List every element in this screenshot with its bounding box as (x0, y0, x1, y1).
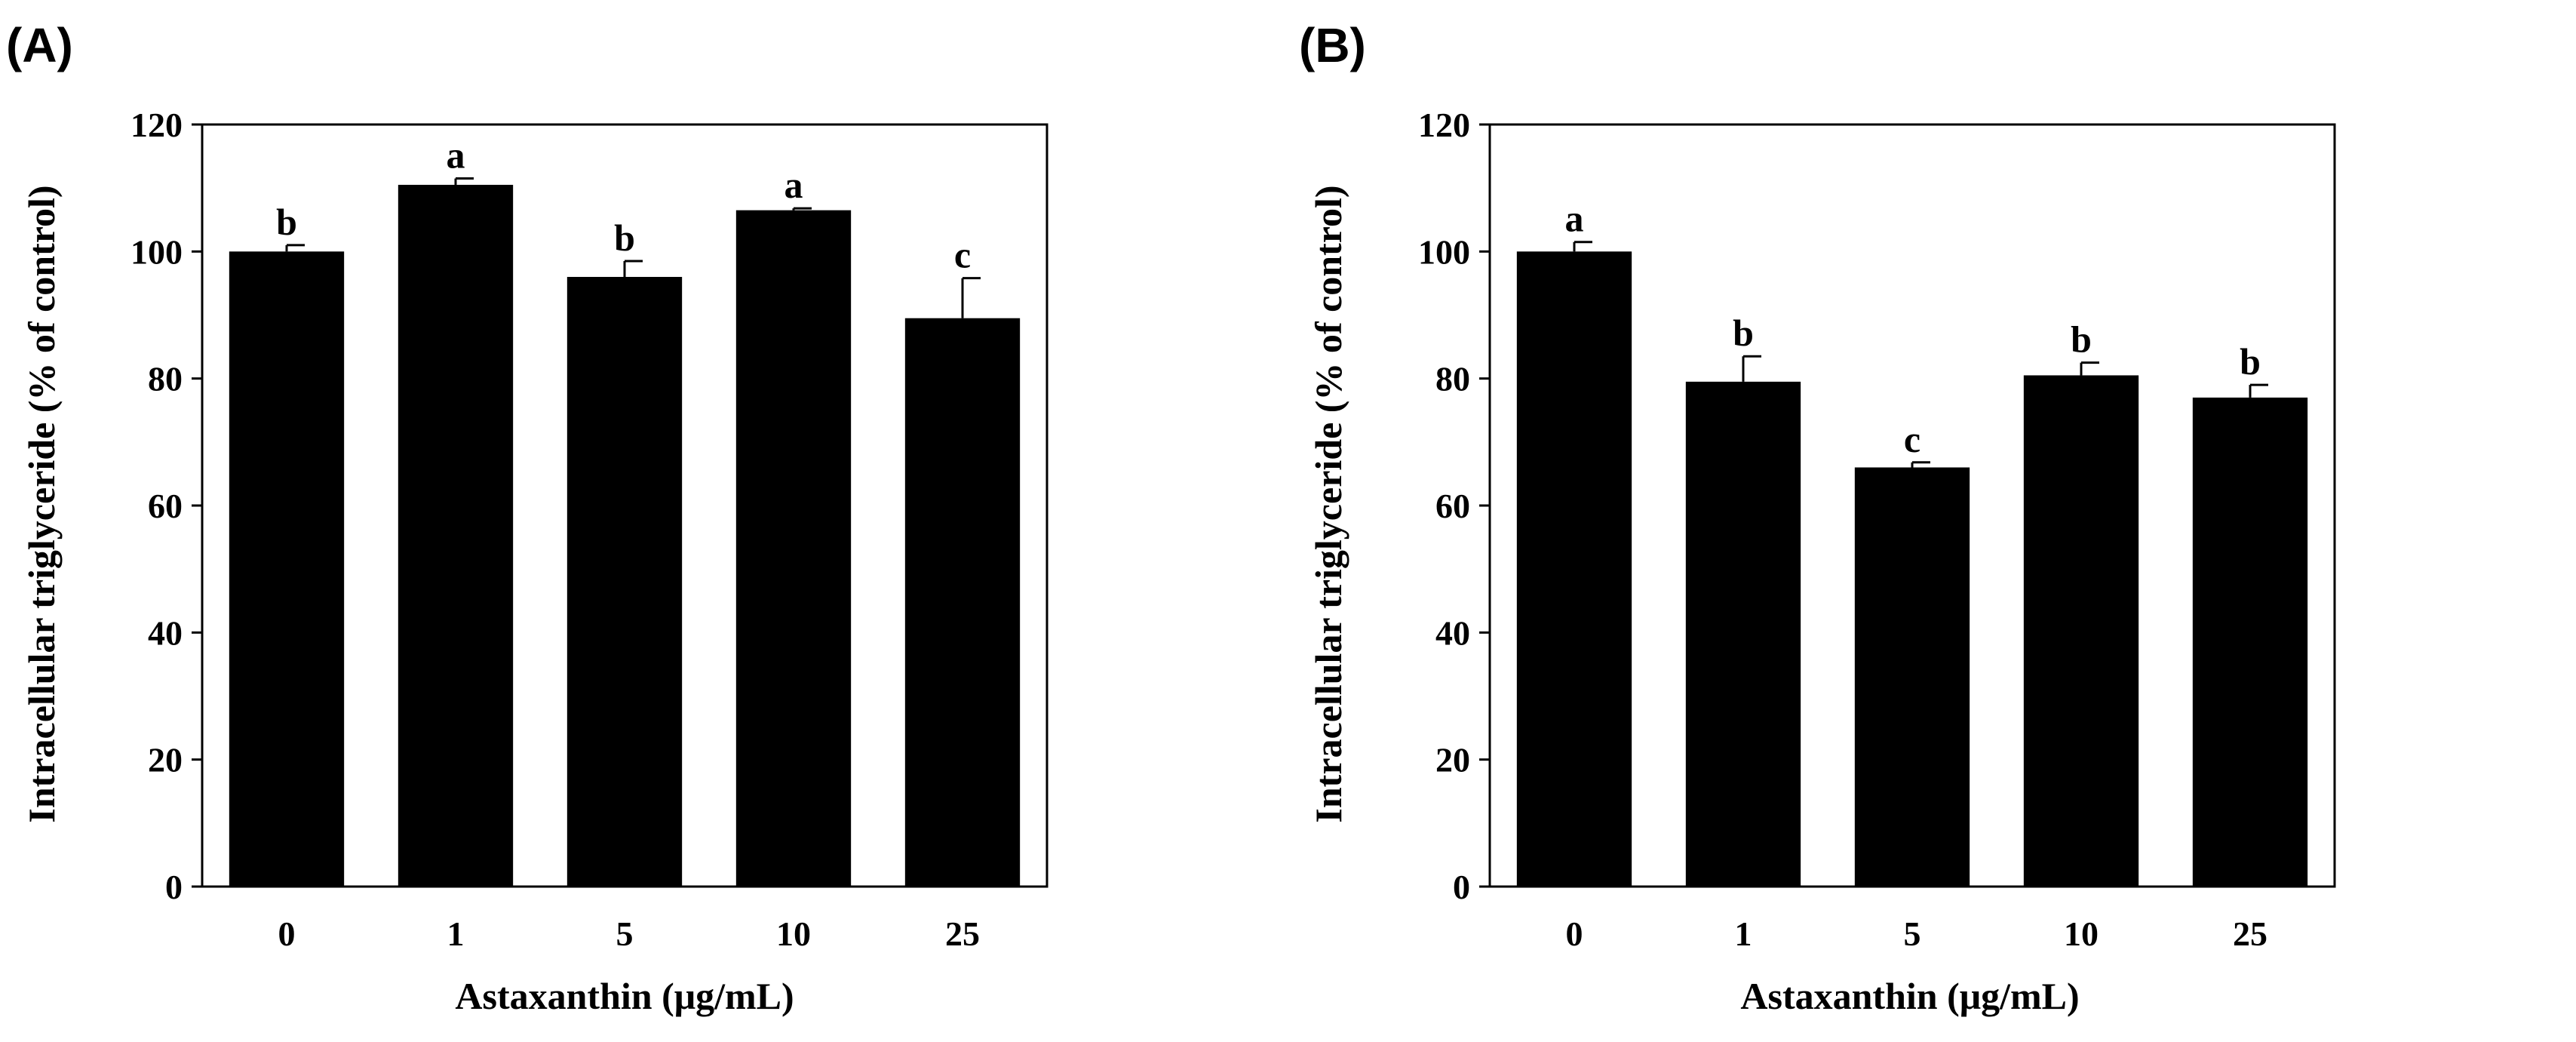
x-tick-label: 5 (616, 914, 634, 953)
significance-label: a (1565, 198, 1584, 240)
significance-label: b (276, 201, 297, 243)
bar (2192, 397, 2308, 887)
significance-label: a (447, 134, 465, 177)
bar (2023, 375, 2139, 887)
significance-label: b (1733, 312, 1754, 354)
x-tick-label: 1 (447, 914, 465, 953)
plot-area: 0 20 40 60 80 100 120 a 0 b 1 c 5 b 10 b 25 (1418, 106, 2336, 953)
x-tick-label: 25 (2233, 914, 2267, 953)
significance-label: c (1904, 418, 1920, 460)
y-tick-label: 20 (148, 741, 183, 779)
bar (1516, 251, 1632, 887)
chart-panel-b: (B) Intracellular triglyceride (% of con… (1299, 18, 2336, 1017)
y-tick-label: 120 (130, 106, 183, 144)
x-tick-label: 0 (1566, 914, 1583, 953)
bar (398, 184, 514, 887)
bar (904, 318, 1021, 887)
significance-label: b (614, 217, 635, 259)
y-tick-label: 80 (1435, 360, 1470, 398)
bar (735, 210, 852, 887)
y-axis-title: Intracellular triglyceride (% of control… (1307, 185, 1349, 822)
y-axis-title: Intracellular triglyceride (% of control… (20, 185, 63, 822)
x-tick-label: 10 (2064, 914, 2099, 953)
chart-panel-a: (A) Intracellular triglyceride (% of con… (6, 18, 1049, 1017)
significance-label: a (784, 164, 803, 206)
bar (1854, 467, 1970, 887)
bar (566, 277, 683, 887)
x-tick-label: 5 (1904, 914, 1921, 953)
y-tick-label: 120 (1418, 106, 1470, 144)
significance-label: b (2240, 340, 2261, 383)
panel-label: (A) (6, 18, 73, 72)
y-tick-label: 40 (1435, 613, 1470, 652)
y-tick-label: 0 (165, 868, 183, 906)
x-axis-title: Astaxanthin (μg/mL) (455, 975, 794, 1017)
x-tick-label: 0 (278, 914, 296, 953)
x-tick-label: 1 (1735, 914, 1752, 953)
y-tick-label: 0 (1453, 868, 1470, 906)
y-tick-label: 60 (148, 487, 183, 525)
x-tick-label: 10 (776, 914, 811, 953)
bar (229, 251, 345, 887)
y-tick-label: 80 (148, 360, 183, 398)
y-tick-label: 60 (1435, 487, 1470, 525)
bar (1685, 381, 1801, 887)
y-tick-label: 40 (148, 613, 183, 652)
significance-label: b (2071, 318, 2092, 361)
y-tick-label: 100 (130, 232, 183, 271)
x-tick-label: 25 (945, 914, 980, 953)
y-tick-label: 100 (1418, 232, 1470, 271)
plot-area: 0 20 40 60 80 100 120 b 0 a 1 b 5 a 10 c 25 (130, 106, 1049, 953)
y-tick-label: 20 (1435, 741, 1470, 779)
panel-label: (B) (1299, 18, 1366, 72)
significance-label: c (954, 234, 971, 276)
x-axis-title: Astaxanthin (μg/mL) (1740, 975, 2079, 1017)
